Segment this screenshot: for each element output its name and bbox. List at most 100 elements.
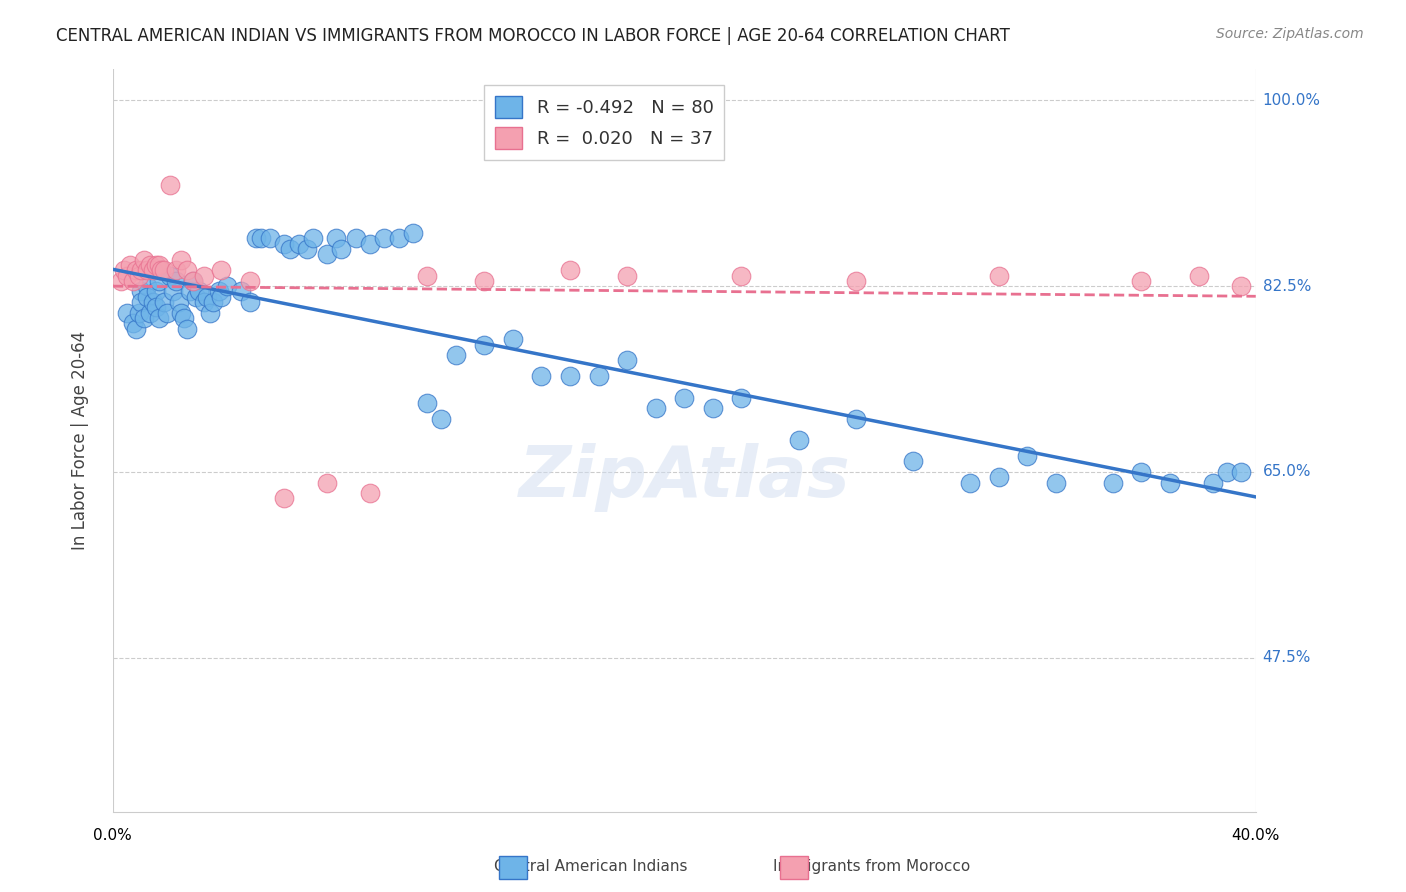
Point bbox=[148, 310, 170, 325]
Point bbox=[181, 274, 204, 288]
Point bbox=[173, 310, 195, 325]
Point bbox=[787, 433, 810, 447]
Point bbox=[153, 263, 176, 277]
Point bbox=[273, 236, 295, 251]
Point bbox=[162, 285, 184, 299]
Point bbox=[702, 401, 724, 416]
Point bbox=[295, 242, 318, 256]
Text: 40.0%: 40.0% bbox=[1232, 828, 1279, 843]
Point bbox=[176, 321, 198, 335]
Point bbox=[644, 401, 666, 416]
Point bbox=[558, 263, 581, 277]
Point bbox=[1216, 465, 1239, 479]
Point bbox=[1187, 268, 1209, 283]
Point bbox=[112, 263, 135, 277]
Point bbox=[588, 369, 610, 384]
Point bbox=[730, 268, 752, 283]
Point bbox=[131, 285, 153, 299]
Point bbox=[181, 274, 204, 288]
Point bbox=[139, 306, 162, 320]
Point bbox=[444, 348, 467, 362]
Point bbox=[184, 290, 207, 304]
Point bbox=[472, 337, 495, 351]
Point bbox=[1230, 279, 1253, 293]
Point bbox=[987, 470, 1010, 484]
Point bbox=[845, 274, 868, 288]
Point bbox=[128, 268, 150, 283]
Point bbox=[416, 396, 439, 410]
Point bbox=[316, 475, 339, 490]
Point bbox=[273, 491, 295, 506]
Point bbox=[209, 290, 232, 304]
Point bbox=[187, 285, 209, 299]
Point bbox=[402, 226, 425, 240]
Point bbox=[110, 274, 132, 288]
Y-axis label: In Labor Force | Age 20-64: In Labor Force | Age 20-64 bbox=[72, 331, 89, 549]
Point bbox=[359, 486, 381, 500]
Point bbox=[170, 252, 193, 267]
Point bbox=[115, 306, 138, 320]
Point bbox=[195, 290, 218, 304]
Point bbox=[134, 310, 156, 325]
Point bbox=[125, 263, 148, 277]
Point bbox=[148, 274, 170, 288]
Point bbox=[139, 258, 162, 272]
Point bbox=[673, 391, 696, 405]
Point bbox=[121, 274, 143, 288]
Point bbox=[217, 279, 239, 293]
Point bbox=[207, 285, 229, 299]
Text: Immigrants from Morocco: Immigrants from Morocco bbox=[773, 859, 970, 874]
Text: CENTRAL AMERICAN INDIAN VS IMMIGRANTS FROM MOROCCO IN LABOR FORCE | AGE 20-64 CO: CENTRAL AMERICAN INDIAN VS IMMIGRANTS FR… bbox=[56, 27, 1010, 45]
Point bbox=[231, 285, 253, 299]
Point bbox=[278, 242, 301, 256]
Point bbox=[176, 263, 198, 277]
Point bbox=[148, 258, 170, 272]
Point bbox=[616, 353, 638, 368]
Point bbox=[165, 263, 187, 277]
Point bbox=[387, 231, 409, 245]
Point bbox=[239, 295, 262, 310]
Point bbox=[131, 263, 153, 277]
Point bbox=[115, 268, 138, 283]
Point bbox=[959, 475, 981, 490]
Point bbox=[325, 231, 347, 245]
Point bbox=[1230, 465, 1253, 479]
Point bbox=[558, 369, 581, 384]
Point bbox=[316, 247, 339, 261]
Point bbox=[250, 231, 273, 245]
Point bbox=[167, 295, 190, 310]
Point bbox=[416, 268, 439, 283]
Point bbox=[198, 306, 221, 320]
Point bbox=[430, 412, 453, 426]
Text: Central American Indians: Central American Indians bbox=[494, 859, 688, 874]
Point bbox=[193, 268, 215, 283]
Text: Source: ZipAtlas.com: Source: ZipAtlas.com bbox=[1216, 27, 1364, 41]
Text: 82.5%: 82.5% bbox=[1263, 278, 1310, 293]
Text: ZipAtlas: ZipAtlas bbox=[519, 442, 851, 512]
Point bbox=[165, 274, 187, 288]
Point bbox=[259, 231, 281, 245]
Point bbox=[145, 285, 167, 299]
Point bbox=[616, 268, 638, 283]
Point bbox=[302, 231, 325, 245]
Point bbox=[159, 268, 181, 283]
Legend: R = -0.492   N = 80, R =  0.020   N = 37: R = -0.492 N = 80, R = 0.020 N = 37 bbox=[484, 85, 724, 160]
Point bbox=[472, 274, 495, 288]
Point bbox=[142, 295, 165, 310]
Point bbox=[136, 279, 159, 293]
Point bbox=[845, 412, 868, 426]
Point bbox=[1130, 274, 1153, 288]
Text: 100.0%: 100.0% bbox=[1263, 93, 1320, 108]
Point bbox=[330, 242, 353, 256]
Point bbox=[136, 263, 159, 277]
Point bbox=[209, 263, 232, 277]
Text: 0.0%: 0.0% bbox=[93, 828, 132, 843]
Point bbox=[170, 306, 193, 320]
Point bbox=[150, 263, 173, 277]
Point bbox=[201, 295, 224, 310]
Point bbox=[142, 263, 165, 277]
Point bbox=[156, 306, 179, 320]
Point bbox=[239, 274, 262, 288]
Point bbox=[530, 369, 553, 384]
Point bbox=[245, 231, 267, 245]
